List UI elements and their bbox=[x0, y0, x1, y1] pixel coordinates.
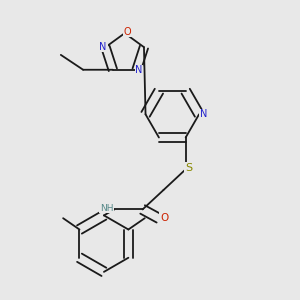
Text: O: O bbox=[123, 27, 131, 37]
Text: S: S bbox=[185, 163, 192, 173]
Text: N: N bbox=[200, 109, 208, 119]
Text: N: N bbox=[135, 65, 143, 75]
Text: NH: NH bbox=[100, 204, 113, 213]
Text: O: O bbox=[160, 213, 168, 223]
Text: N: N bbox=[99, 42, 107, 52]
